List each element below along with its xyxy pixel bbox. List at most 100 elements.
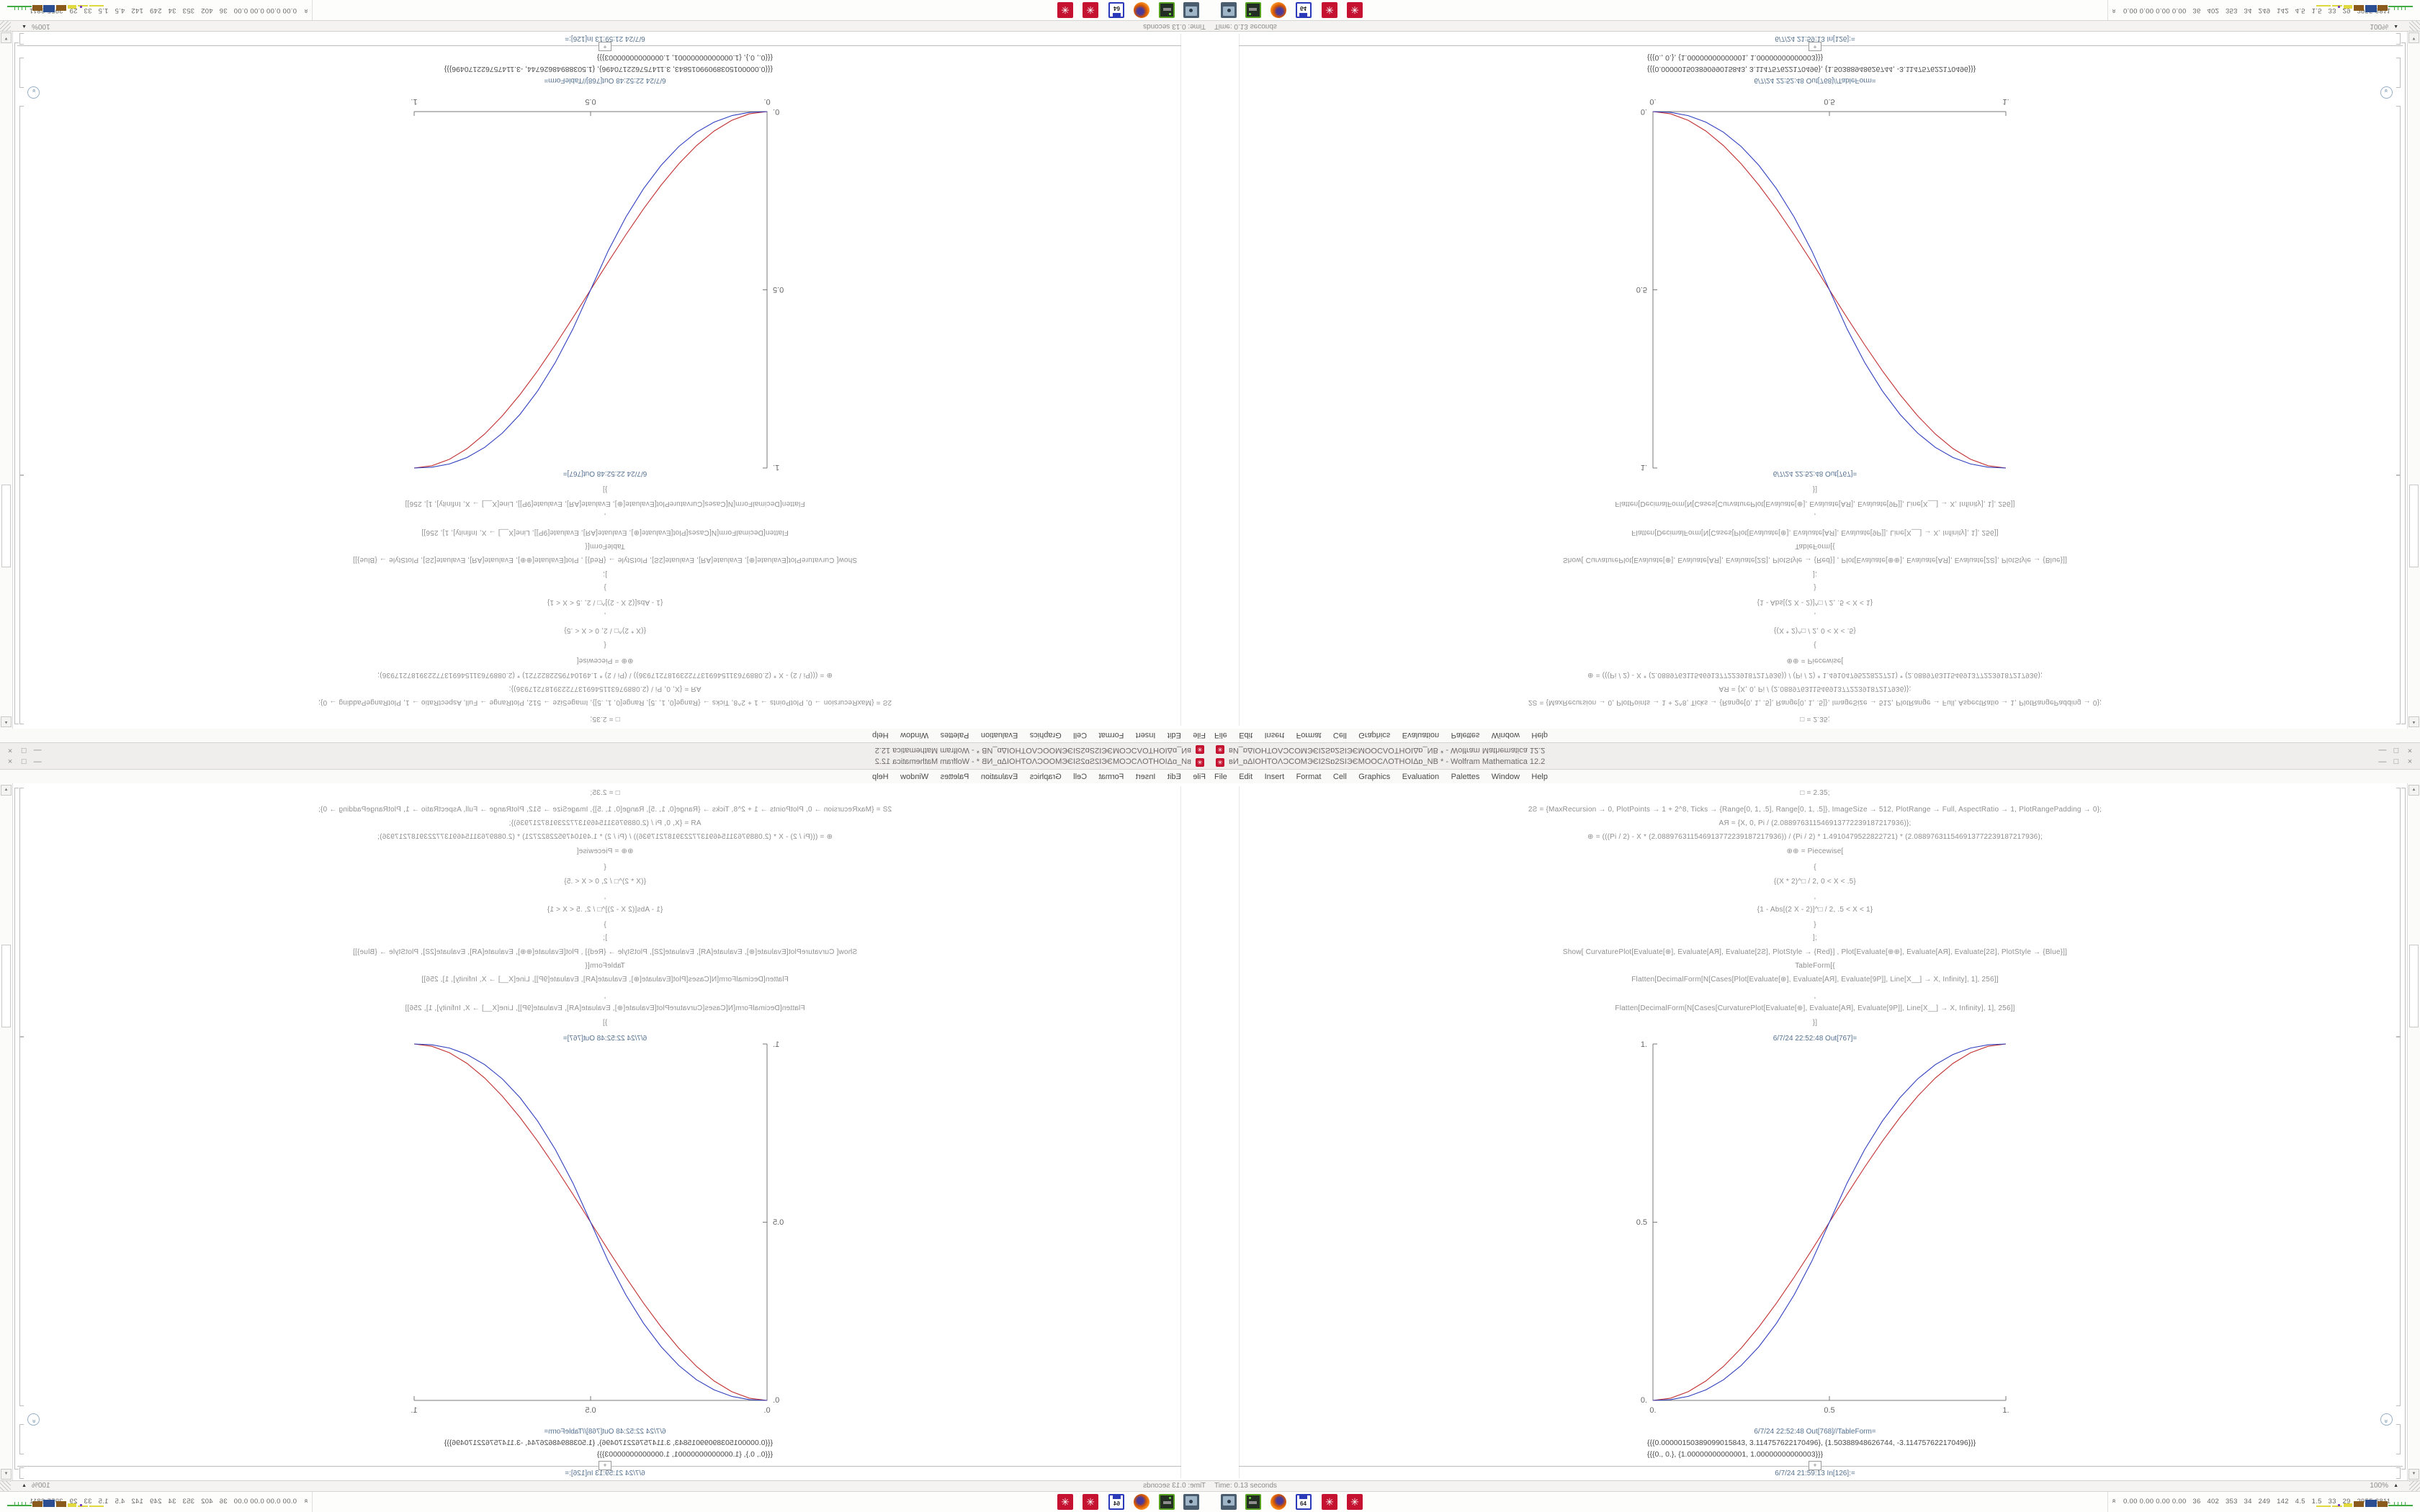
menu-evaluation[interactable]: Evaluation [1402,773,1440,781]
code-line[interactable]: , [1814,512,1816,520]
taskbar-icon-floppy-64[interactable]: 64 [1296,2,1312,18]
menu-insert[interactable]: Insert [1264,773,1285,781]
menu-format[interactable]: Format [1098,773,1124,781]
code-line[interactable]: ⊕⊕ = Piecewise[ [576,657,634,665]
close-button[interactable]: × [2407,757,2413,766]
tray-expand-icon[interactable]: » [302,9,310,14]
output-table-cell-bracket[interactable] [19,58,24,88]
taskbar-icon-floppy-64[interactable]: 64 [1108,1494,1124,1510]
insert-cell-button[interactable]: + [1809,1461,1821,1470]
maximize-button[interactable]: □ [2393,757,2399,766]
taskbar-icon-floppy-64[interactable]: 64 [1108,2,1124,18]
insert-cell-button[interactable]: + [599,42,611,51]
maximize-button[interactable]: □ [21,746,27,755]
menu-file[interactable]: File [1193,773,1206,781]
minimize-button[interactable]: — [33,746,42,755]
notebook-canvas[interactable]: □ = 2.35; 2Ƨ = {MaxRecursion → 0, PlotPo… [0,783,1210,1481]
in-cell-bracket[interactable] [19,33,24,45]
code-line[interactable]: , [604,992,606,1000]
taskbar-icon-floppy-64[interactable]: 64 [1296,1494,1312,1510]
taskbar-icon-device-tool[interactable] [1159,1494,1175,1510]
code-line[interactable]: { [1814,863,1816,871]
code-line[interactable]: , [1814,611,1816,619]
code-line[interactable]: ]; [1813,934,1817,942]
taskbar-icon-firefox[interactable] [1270,2,1286,18]
menu-help[interactable]: Help [1531,773,1548,781]
notebook-canvas[interactable]: □ = 2.35; 2Ƨ = {MaxRecursion → 0, PlotPo… [1210,783,2420,1481]
menu-format[interactable]: Format [1296,773,1322,781]
taskbar-icon-screenshot-tool[interactable] [1221,2,1237,18]
code-line[interactable]: Show[ CurvaturePlot[Evaluate[⊕], Evaluat… [352,556,858,564]
code-line[interactable]: ⊕⊕ = Piecewise[ [576,847,634,855]
code-line[interactable]: {(X * 2)^□ / 2, 0 < X < .5} [1774,878,1856,886]
scroll-to-output-icon[interactable]: » [2380,86,2393,99]
close-button[interactable]: × [2407,746,2413,755]
taskbar-icon-firefox[interactable] [1270,1494,1286,1510]
code-line[interactable]: ⊕⊕ = Piecewise[ [1786,657,1844,665]
code-line[interactable]: ΑЯ = {X, 0, Pi / (2.08897631154691377223… [1718,685,1912,693]
scroll-up-arrow-icon[interactable]: ▲ [2408,785,2419,796]
code-line[interactable]: {1 - Abs[(2 X - 2)]^□ / 2, .5 < X < 1} [1757,906,1873,914]
code-line[interactable]: TableForm[{ [585,542,625,550]
maximize-button[interactable]: □ [2393,746,2399,755]
code-line[interactable]: }] [1812,1019,1818,1027]
code-line[interactable]: }] [602,485,608,493]
code-line[interactable]: ⊕ = (((Pi / 2) - X * (2.0889763115469137… [1587,833,2043,841]
code-line[interactable]: 2Ƨ = {MaxRecursion → 0, PlotPoints → 1 +… [1528,698,2102,706]
code-line[interactable]: TableForm[{ [1795,542,1835,550]
tray-expand-icon[interactable]: » [302,1498,310,1503]
code-line[interactable]: ⊕ = (((Pi / 2) - X * (2.0889763115469137… [1587,671,2043,679]
code-line[interactable]: ]; [603,934,607,942]
minimize-button[interactable]: — [2378,746,2387,755]
code-line[interactable]: ΑЯ = {X, 0, Pi / (2.08897631154691377223… [508,685,702,693]
code-line[interactable]: Flatten[DecimalForm[N[Cases[CurvaturePlo… [1615,1004,2015,1012]
menu-help[interactable]: Help [872,773,889,781]
taskbar-icon-mathematica-2[interactable]: ✳ [1057,1494,1073,1510]
menu-window[interactable]: Window [900,731,929,739]
menu-edit[interactable]: Edit [1167,731,1181,739]
code-line[interactable]: , [604,611,606,619]
menu-file[interactable]: File [1214,773,1227,781]
code-line[interactable]: ]; [1813,570,1817,578]
menu-window[interactable]: Window [1491,731,1520,739]
menu-insert[interactable]: Insert [1135,731,1156,739]
in-cell-bracket[interactable] [2396,33,2401,45]
code-line[interactable]: TableForm[{ [585,962,625,970]
menu-palettes[interactable]: Palettes [1451,731,1480,739]
menu-evaluation[interactable]: Evaluation [980,731,1018,739]
scrollbar-thumb[interactable] [1,945,11,1027]
code-line[interactable]: Flatten[DecimalForm[N[Cases[CurvaturePlo… [405,500,805,508]
menu-insert[interactable]: Insert [1135,773,1156,781]
tray-expand-icon[interactable]: » [2110,1498,2118,1503]
in-cell-bracket[interactable] [19,1467,24,1479]
scrollbar-thumb[interactable] [2409,945,2419,1027]
zoom-level[interactable]: 100% [2370,22,2388,30]
taskbar-icon-mathematica-1[interactable]: ✳ [1322,2,1337,18]
code-line[interactable]: □ = 2.35; [1800,789,1830,797]
title-bar[interactable]: ✳ вИ_ɒΔIOHTOΛƆCOMЭЄI2Ѕɒ2ЅIЭЄMOOCΛOTHOIΔɒ… [0,756,1210,770]
resize-grip[interactable] [2409,1481,2420,1492]
scroll-down-arrow-icon[interactable]: ▼ [1,1469,12,1480]
code-line[interactable]: { [604,863,606,871]
code-line[interactable]: ]; [603,570,607,578]
close-button[interactable]: × [7,746,13,755]
menu-edit[interactable]: Edit [1239,731,1253,739]
taskbar-icon-mathematica-2[interactable]: ✳ [1057,2,1073,18]
vertical-scrollbar[interactable]: ▲ ▼ [2407,31,2420,729]
scroll-up-arrow-icon[interactable]: ▲ [1,785,12,796]
code-line[interactable]: TableForm[{ [1795,962,1835,970]
taskbar-icon-mathematica-1[interactable]: ✳ [1322,1494,1337,1510]
title-bar[interactable]: ✳ вИ_ɒΔIOHTOΛƆCOMЭЄI2Ѕɒ2ЅIЭЄMOOCΛOTHOIΔɒ… [1210,756,2420,770]
code-line[interactable]: {1 - Abs[(2 X - 2)]^□ / 2, .5 < X < 1} [547,598,663,606]
menu-window[interactable]: Window [900,773,929,781]
code-line[interactable]: , [604,512,606,520]
code-line[interactable]: □ = 2.35; [590,715,620,723]
title-bar[interactable]: ✳ вИ_ɒΔIOHTOΛƆCOMЭЄI2Ѕɒ2ЅIЭЄMOOCΛOTHOIΔɒ… [0,742,1210,756]
code-line[interactable]: 2Ƨ = {MaxRecursion → 0, PlotPoints → 1 +… [318,806,892,814]
zoom-menu-arrow-icon[interactable]: ▲ [22,24,27,29]
code-line[interactable]: , [1814,893,1816,901]
menu-window[interactable]: Window [1491,773,1520,781]
code-line[interactable]: Flatten[DecimalForm[N[Cases[CurvaturePlo… [405,1004,805,1012]
notebook-canvas[interactable]: □ = 2.35; 2Ƨ = {MaxRecursion → 0, PlotPo… [1210,31,2420,729]
menu-graphics[interactable]: Graphics [1358,773,1391,781]
